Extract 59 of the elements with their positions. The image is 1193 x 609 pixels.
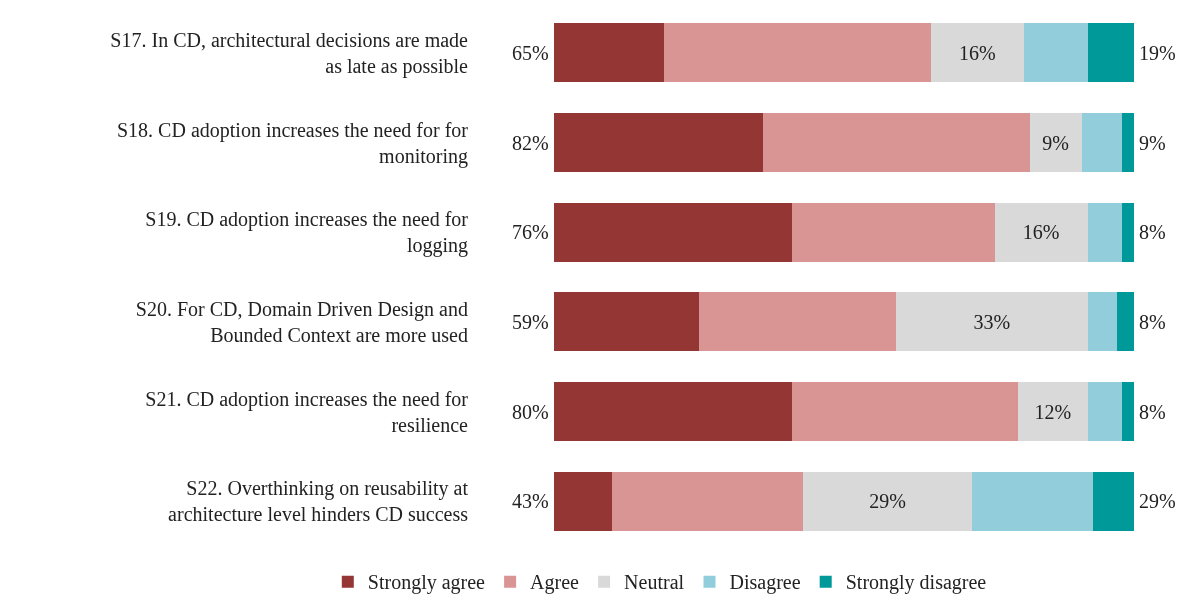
bar bbox=[1087, 292, 1117, 352]
bar bbox=[803, 471, 972, 531]
bar bbox=[554, 381, 792, 442]
bar bbox=[931, 23, 1024, 83]
y-tick-label: S18. CD adoption increases the need for for monitoring bbox=[116, 118, 469, 168]
bar bbox=[791, 202, 995, 262]
bar bbox=[554, 292, 699, 352]
y-tick-label: S22. Overthinking on reusability at architecture level hinders CD success bbox=[168, 477, 469, 526]
text: 19% bbox=[1139, 42, 1176, 64]
bar bbox=[554, 202, 792, 262]
bar bbox=[664, 23, 931, 83]
text: 29% bbox=[1139, 490, 1176, 512]
text: 9% bbox=[1139, 132, 1166, 154]
bar bbox=[1081, 112, 1123, 173]
bar bbox=[1093, 471, 1134, 531]
bar bbox=[1087, 23, 1134, 83]
bar bbox=[1087, 381, 1123, 442]
bar bbox=[994, 202, 1088, 262]
y-tick-label: S20. For CD, Domain Driven Design and Bounded Context are more used bbox=[135, 297, 468, 346]
text: 80% bbox=[512, 401, 549, 423]
text: 76% bbox=[512, 221, 549, 243]
bar bbox=[1116, 292, 1134, 352]
bar bbox=[791, 381, 1018, 442]
bar bbox=[1122, 202, 1134, 262]
text: 59% bbox=[512, 311, 549, 333]
text: 43% bbox=[512, 490, 549, 512]
text: 8% bbox=[1139, 401, 1166, 423]
legend-label: Disagree bbox=[729, 571, 801, 595]
bar bbox=[554, 471, 612, 531]
legend-label: Strongly agree bbox=[367, 571, 486, 595]
data-label: 16% bbox=[959, 41, 996, 64]
text: 65% bbox=[512, 42, 549, 64]
text: 8% bbox=[1139, 221, 1166, 243]
bar bbox=[971, 471, 1094, 531]
legend-label: Strongly disagree bbox=[845, 571, 987, 595]
text: 8% bbox=[1139, 311, 1166, 333]
bar bbox=[1029, 112, 1082, 173]
y-tick-label: S21. CD adoption increases the need for resilience bbox=[145, 387, 469, 436]
data-label: 29% bbox=[869, 490, 906, 513]
bar bbox=[1018, 381, 1088, 442]
data-label: 33% bbox=[973, 310, 1011, 333]
bar bbox=[1087, 202, 1123, 262]
bar bbox=[896, 292, 1088, 352]
bar bbox=[1023, 23, 1088, 83]
bar bbox=[612, 471, 804, 531]
legend-label: Agree bbox=[530, 571, 580, 595]
bar bbox=[554, 23, 665, 83]
y-tick-label: S17. In CD, architectural decisions are made as late as possible bbox=[110, 28, 469, 78]
bar bbox=[1122, 112, 1134, 173]
bar bbox=[762, 112, 1030, 173]
bar bbox=[1122, 381, 1134, 442]
y-tick-label: S19. CD adoption increases the need for logging bbox=[145, 208, 469, 258]
data-label: 12% bbox=[1034, 400, 1072, 423]
legend-label: Neutral bbox=[624, 571, 685, 594]
text: 82% bbox=[512, 132, 549, 154]
bar bbox=[554, 112, 763, 173]
data-label: 16% bbox=[1022, 221, 1060, 244]
data-label: 9% bbox=[1042, 131, 1070, 154]
bar bbox=[699, 292, 897, 352]
